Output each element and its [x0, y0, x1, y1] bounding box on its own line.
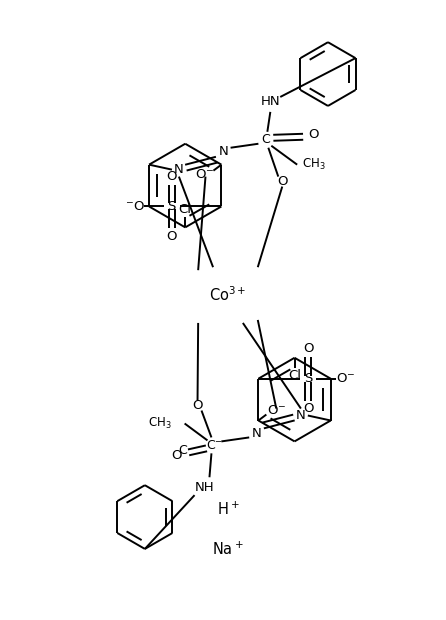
Text: N: N	[296, 409, 306, 422]
Text: CH$_3$: CH$_3$	[148, 416, 172, 431]
Text: C: C	[261, 133, 270, 146]
Text: Co$^{3+}$: Co$^{3+}$	[209, 286, 247, 304]
Text: O$^{-}$: O$^{-}$	[195, 168, 214, 181]
Text: N: N	[174, 163, 184, 176]
Text: O: O	[192, 399, 203, 412]
Text: $^{-}$O: $^{-}$O	[125, 200, 145, 213]
Text: O: O	[303, 342, 314, 355]
Text: O: O	[277, 175, 288, 188]
Text: O: O	[171, 449, 182, 462]
Text: Cl: Cl	[179, 203, 192, 216]
Text: Cl: Cl	[288, 369, 301, 382]
Text: O$^{-}$: O$^{-}$	[336, 372, 355, 385]
Text: N: N	[251, 427, 261, 440]
Text: CH$_3$: CH$_3$	[302, 157, 326, 172]
Text: HN: HN	[260, 95, 280, 108]
Text: NH: NH	[194, 480, 214, 494]
Text: O: O	[166, 230, 177, 243]
Text: O: O	[166, 170, 177, 183]
Text: C$^{-}$: C$^{-}$	[206, 439, 223, 452]
Text: O: O	[308, 128, 318, 141]
Text: H$^+$: H$^+$	[217, 500, 240, 518]
Text: N: N	[219, 145, 228, 158]
Text: Na$^+$: Na$^+$	[212, 540, 244, 557]
Text: O: O	[303, 402, 314, 415]
Text: S: S	[304, 372, 312, 385]
Text: S: S	[168, 200, 176, 213]
Text: C: C	[178, 444, 187, 457]
Text: O$^{-}$: O$^{-}$	[267, 404, 286, 417]
